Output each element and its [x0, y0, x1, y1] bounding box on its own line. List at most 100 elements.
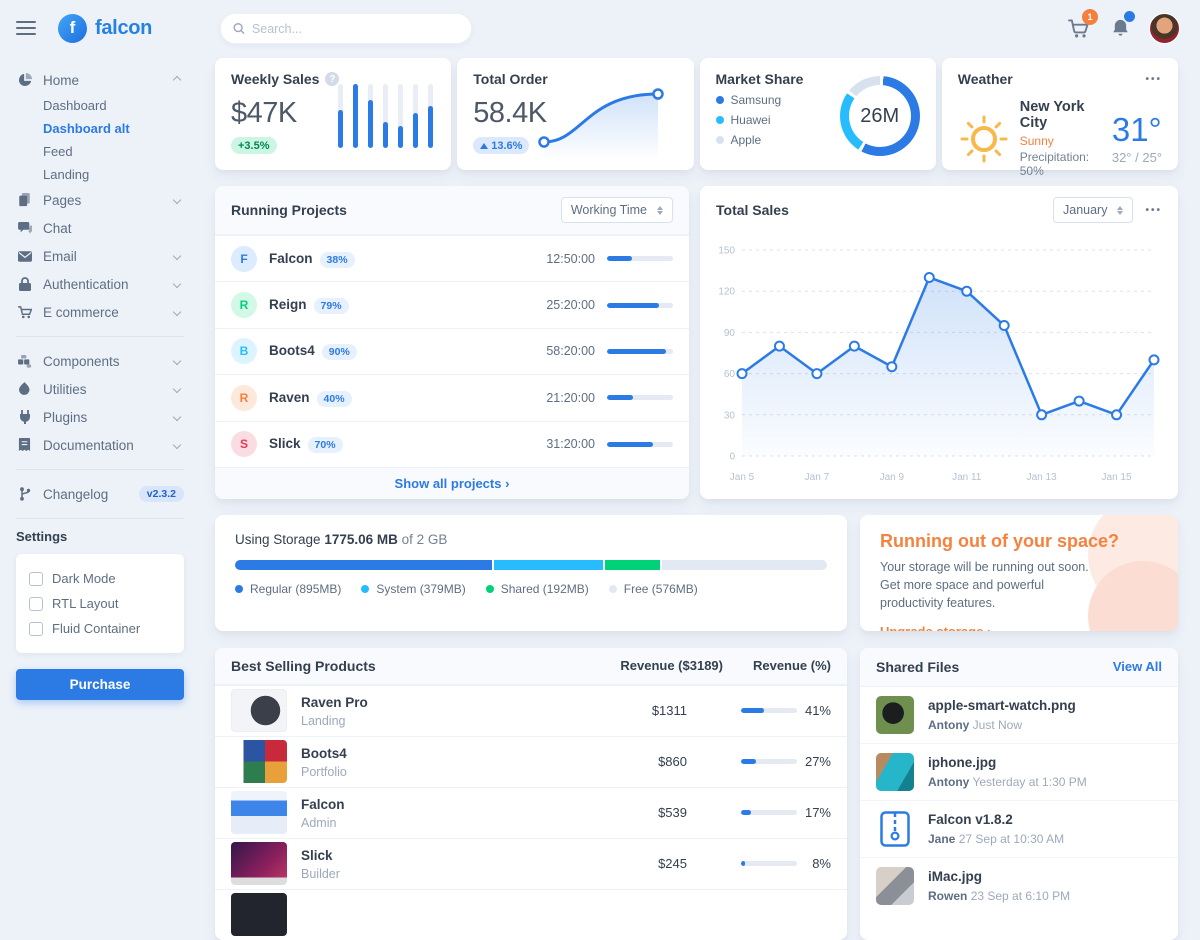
file-thumbnail	[876, 695, 914, 734]
file-name[interactable]: Falcon v1.8.2	[928, 812, 1013, 828]
show-all-projects-link[interactable]: Show all projects ›	[215, 466, 689, 499]
sort-arrows-icon	[657, 205, 663, 215]
fluid-container-toggle[interactable]: Fluid Container	[29, 616, 171, 641]
logo-text[interactable]: falcon	[95, 16, 153, 39]
project-name[interactable]: Falcon	[269, 250, 313, 266]
rtl-layout-toggle[interactable]: RTL Layout	[29, 591, 171, 616]
product-row	[215, 888, 847, 940]
sidebar-item-utilities[interactable]: Utilities	[16, 375, 184, 403]
storage-segment	[661, 559, 827, 570]
help-icon[interactable]: ?	[325, 72, 340, 86]
falcon-logo-icon[interactable]: f	[58, 13, 87, 43]
sidebar-item-dashboard[interactable]: Dashboard	[43, 98, 107, 113]
product-row: Slick Builder $245 8%	[215, 837, 847, 889]
sidebar-item-ecommerce[interactable]: E commerce	[16, 298, 184, 326]
market-share-card: Market Share Samsung Huawei Apple 26M	[699, 58, 936, 170]
product-name[interactable]: Slick	[301, 847, 333, 863]
file-row: Falcon v1.8.2 Jane 27 Sep at 10:30 AM	[860, 799, 1178, 857]
hamburger-menu-icon[interactable]	[16, 21, 36, 35]
sidebar-item-dashboard-alt[interactable]: Dashboard alt	[43, 121, 130, 136]
cart-icon	[1067, 18, 1088, 38]
project-progress-bar	[607, 256, 673, 262]
file-name[interactable]: iMac.jpg	[928, 869, 983, 885]
sidebar-item-email[interactable]: Email	[16, 242, 184, 270]
zip-file-icon	[876, 810, 914, 848]
version-badge: v2.3.2	[138, 486, 184, 502]
user-avatar[interactable]	[1149, 12, 1180, 44]
chevron-down-icon	[172, 412, 182, 422]
purchase-button[interactable]: Purchase	[16, 669, 184, 700]
sidebar-item-components[interactable]: Components	[16, 347, 184, 375]
sidebar-item-feed[interactable]: Feed	[43, 144, 73, 159]
sidebar-item-changelog[interactable]: Changelog v2.3.2	[16, 480, 184, 508]
project-avatar: S	[231, 431, 257, 458]
cart-button[interactable]: 1	[1065, 9, 1098, 41]
product-name[interactable]: Boots4	[301, 745, 347, 761]
view-all-link[interactable]: View All	[1112, 659, 1162, 675]
upgrade-storage-link[interactable]: Upgrade storage ›	[880, 624, 991, 631]
sidebar-item-chat[interactable]: Chat	[16, 214, 184, 242]
sidebar-item-authentication[interactable]: Authentication	[16, 270, 184, 298]
search-input[interactable]	[251, 21, 459, 36]
more-menu-icon[interactable]: •••	[1145, 73, 1162, 85]
sidebar-item-pages[interactable]: Pages	[16, 186, 184, 214]
total-order-value: 58.4K	[473, 97, 547, 129]
file-meta: Antony Yesterday at 1:30 PM	[928, 775, 1087, 790]
product-percent: 8%	[812, 856, 831, 872]
notifications-button[interactable]	[1107, 11, 1135, 41]
file-row: iphone.jpg Antony Yesterday at 1:30 PM	[860, 742, 1178, 800]
cart-badge: 1	[1082, 9, 1098, 25]
sort-arrows-icon	[1117, 205, 1124, 215]
sidebar-item-plugins[interactable]: Plugins	[16, 403, 184, 431]
checkbox[interactable]	[29, 596, 43, 611]
project-time: 58:20:00	[546, 344, 595, 359]
more-menu-icon[interactable]: •••	[1145, 204, 1162, 216]
project-avatar: B	[231, 338, 257, 365]
product-row: Raven Pro Landing $1311 41%	[215, 684, 847, 736]
product-percent: 17%	[804, 805, 831, 821]
sun-icon	[960, 115, 1008, 162]
project-time: 31:20:00	[546, 437, 595, 452]
checkbox[interactable]	[29, 621, 43, 636]
legend-dot	[715, 116, 724, 124]
svg-text:30: 30	[724, 410, 736, 421]
product-name[interactable]: Raven Pro	[301, 694, 368, 710]
bell-icon	[1112, 19, 1128, 36]
legend-item: System (379MB)	[361, 582, 466, 596]
file-name[interactable]: apple-smart-watch.png	[928, 698, 1076, 714]
chevron-down-icon	[172, 195, 182, 205]
legend-item: Regular (895MB)	[235, 582, 341, 596]
project-percent-badge: 40%	[316, 390, 352, 407]
file-row: iMac.jpg Rowen 23 Sep at 6:10 PM	[860, 856, 1178, 914]
sidebar-item-home[interactable]: Home	[16, 66, 184, 94]
project-avatar: R	[231, 384, 257, 411]
project-name[interactable]: Reign	[269, 297, 307, 313]
search-box[interactable]	[220, 13, 472, 44]
project-name[interactable]: Slick	[269, 436, 301, 452]
product-name[interactable]: Falcon	[301, 796, 345, 812]
revenue-column-header: Revenue ($3189)	[620, 658, 723, 674]
card-title: Running Projects	[231, 202, 347, 218]
project-row: R Raven 40% 21:20:00	[215, 374, 689, 420]
file-name[interactable]: iphone.jpg	[928, 755, 997, 771]
sidebar-item-landing[interactable]: Landing	[43, 167, 90, 182]
dark-mode-toggle[interactable]: Dark Mode	[29, 566, 171, 591]
checkbox[interactable]	[29, 571, 43, 586]
file-thumbnail	[876, 866, 914, 905]
project-name[interactable]: Boots4	[269, 343, 315, 359]
file-meta: Jane 27 Sep at 10:30 AM	[928, 832, 1065, 847]
project-percent-badge: 79%	[313, 298, 349, 315]
divider	[16, 469, 184, 470]
legend-dot	[608, 584, 617, 593]
project-name[interactable]: Raven	[269, 389, 310, 405]
shopping-cart-icon	[16, 305, 33, 319]
sidebar-item-documentation[interactable]: Documentation	[16, 431, 184, 459]
month-select[interactable]: January	[1053, 197, 1134, 223]
weather-city: New York City	[1019, 99, 1085, 131]
legend-dot	[485, 584, 494, 593]
weekly-sales-badge: +3.5%	[231, 137, 277, 154]
chevron-right-icon: ›	[987, 624, 991, 631]
divider	[16, 336, 184, 337]
legend-item: Apple	[715, 133, 920, 147]
working-time-select[interactable]: Working Time	[560, 197, 673, 223]
